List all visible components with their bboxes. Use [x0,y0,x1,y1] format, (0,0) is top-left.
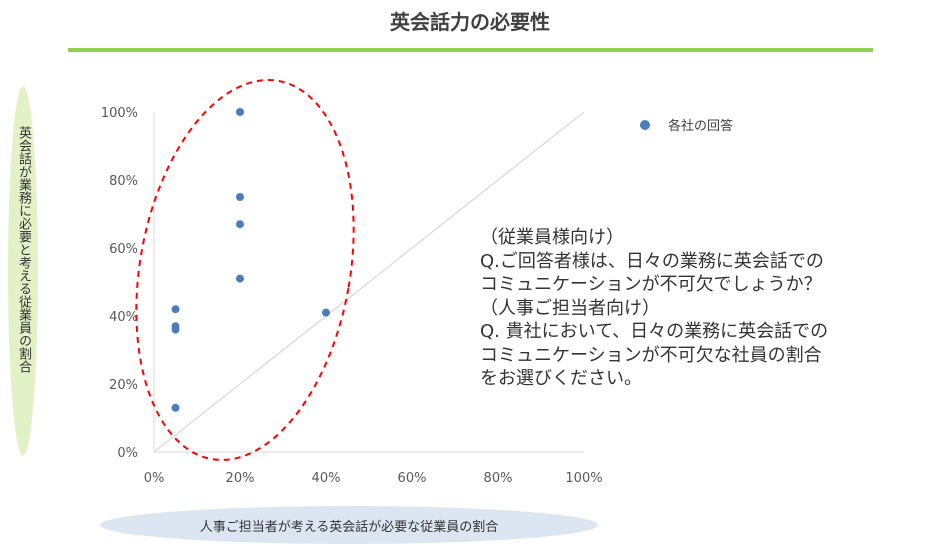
question-line: （人事ご担当者向け） [480,297,660,319]
data-point [322,308,330,317]
question-line: をお選びください。 [480,368,642,389]
page-title: 英会話力の必要性 [390,10,550,34]
y-tick-label: 40% [109,310,138,325]
data-point [171,403,180,412]
data-point [236,274,244,283]
x-tick-label: 40% [312,471,341,486]
highlight-ellipse [135,79,355,461]
x-tick-label: 80% [484,471,513,486]
data-point [236,108,244,116]
question-line: コミュニケーションが不可欠でしょうか？ [480,274,822,295]
legend-label: 各社の回答 [668,118,733,134]
data-point [171,325,180,334]
y-tick-label: 100% [101,106,138,121]
x-axis-label-badge: 人事ご担当者が考える英会話が必要な従業員の割合 [100,506,598,544]
y-axis-label-badge: 英会話が業務に必要と考える従業員の割合 [8,86,38,456]
x-axis-label: 人事ご担当者が考える英会話が必要な従業員の割合 [199,520,499,535]
question-line: （従業員様向け） [480,227,624,248]
title-underline [68,48,873,52]
reference-line [153,111,585,453]
survey-question: （従業員様向け） Q.ご回答者様は、日々の業務に英会話での コミュニケーションが… [480,226,935,391]
question-line: Q. 貴社において、日々の業務に英会話での [480,321,829,342]
question-line: コミュニケーションが不可欠な社員の割合 [480,344,822,366]
y-tick-label: 0% [117,446,138,461]
y-tick-label: 20% [109,378,138,393]
data-point [236,220,244,229]
question-line: Q.ご回答者様は、日々の業務に英会話での [480,250,824,272]
y-tick-label: 60% [109,242,138,257]
y-axis-label: 英会話が業務に必要と考える従業員の割合 [16,126,31,373]
x-tick-label: 20% [226,471,255,486]
legend-marker [640,120,650,130]
x-tick-label: 100% [565,471,602,486]
x-tick-label: 60% [398,471,427,486]
x-tick-label: 0% [144,471,165,486]
data-point [236,193,244,201]
data-point [171,305,180,314]
y-tick-label: 80% [109,174,138,189]
